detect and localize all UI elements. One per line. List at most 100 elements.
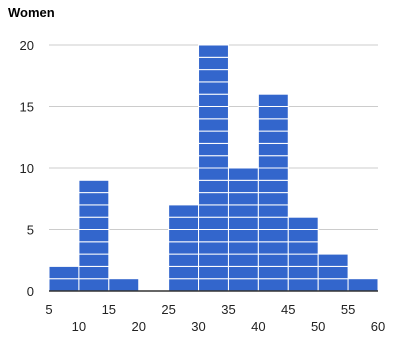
bar-unit-block [168,216,200,230]
bar-unit-block [287,216,319,230]
x-tick-label: 5 [45,302,52,317]
bar-unit-block [227,241,259,255]
bar-unit-block [257,93,289,107]
x-tick-label: 40 [251,319,265,334]
x-tick-label: 10 [72,319,86,334]
bar-unit-block [257,229,289,243]
bar-unit-block [227,216,259,230]
bar-unit-block [198,265,229,280]
bar-unit-block [48,278,80,292]
bar-unit-block [198,44,229,58]
histogram-bar [48,265,80,292]
histogram-bar [108,278,140,292]
bar-unit-block [227,265,259,280]
y-tick-label: 5 [27,223,34,238]
bar-unit-block [198,118,229,132]
bar-unit-block [198,204,229,218]
bar-unit-block [257,118,289,132]
bar-unit-block [257,155,289,169]
bar-unit-block [227,167,259,181]
bar-unit-block [78,278,110,292]
x-tick-label: 35 [221,302,235,317]
x-tick-label: 20 [131,319,145,334]
bar-unit-block [257,204,289,218]
histogram-bar [198,44,229,292]
histogram-bar [287,216,319,292]
histogram-bar [347,278,379,292]
bar-unit-block [287,241,319,255]
bar-unit-block [257,253,289,267]
histogram-bar [168,204,200,292]
bar-unit-block [78,204,110,218]
y-tick-label: 15 [20,100,34,115]
bar-unit-block [227,204,259,218]
bar-unit-block [257,106,289,120]
bar-unit-block [317,253,349,267]
bar-unit-block [198,216,229,230]
x-tick-label: 45 [281,302,295,317]
x-tick-label: 55 [341,302,355,317]
bar-unit-block [108,278,140,292]
bar-unit-block [257,179,289,194]
bar-unit-block [198,179,229,194]
bar-unit-block [198,253,229,267]
bar-unit-block [227,229,259,243]
bars-layer [48,44,379,292]
bar-unit-block [227,192,259,206]
x-tick-label: 60 [371,319,385,334]
bar-unit-block [257,216,289,230]
y-tick-label: 0 [27,284,34,299]
bar-unit-block [227,253,259,267]
bar-unit-block [227,278,259,292]
bar-unit-block [78,192,110,206]
bar-unit-block [168,253,200,267]
bar-unit-block [198,142,229,157]
bar-unit-block [198,106,229,120]
bar-unit-block [78,253,110,267]
bar-unit-block [198,130,229,144]
bar-unit-block [257,130,289,144]
bar-unit-block [257,142,289,157]
bar-unit-block [257,265,289,280]
bar-unit-block [168,229,200,243]
bar-unit-block [198,69,229,83]
histogram-bar [257,93,289,292]
bar-unit-block [287,278,319,292]
bar-unit-block [198,241,229,255]
bar-unit-block [198,229,229,243]
bar-unit-block [287,265,319,280]
bar-unit-block [198,192,229,206]
bar-unit-block [317,278,349,292]
bar-unit-block [257,167,289,181]
bar-unit-block [48,265,80,280]
bar-unit-block [198,81,229,95]
x-tick-label: 15 [102,302,116,317]
bar-unit-block [198,167,229,181]
bar-unit-block [257,192,289,206]
bar-unit-block [347,278,379,292]
bar-unit-block [317,265,349,280]
x-tick-label: 25 [161,302,175,317]
histogram-bar [78,179,110,292]
bar-unit-block [287,253,319,267]
bar-unit-block [78,241,110,255]
bar-unit-block [168,278,200,292]
bar-unit-block [227,179,259,194]
histogram-bar [317,253,349,292]
y-tick-label: 20 [20,38,34,53]
x-tick-label: 30 [191,319,205,334]
bar-unit-block [78,265,110,280]
bar-unit-block [78,216,110,230]
bar-unit-block [198,93,229,107]
bar-unit-block [78,179,110,194]
bar-unit-block [198,56,229,71]
x-tick-label: 50 [311,319,325,334]
bar-unit-block [168,241,200,255]
bar-unit-block [78,229,110,243]
y-tick-label: 10 [20,161,34,176]
bar-unit-block [168,265,200,280]
bar-unit-block [168,204,200,218]
